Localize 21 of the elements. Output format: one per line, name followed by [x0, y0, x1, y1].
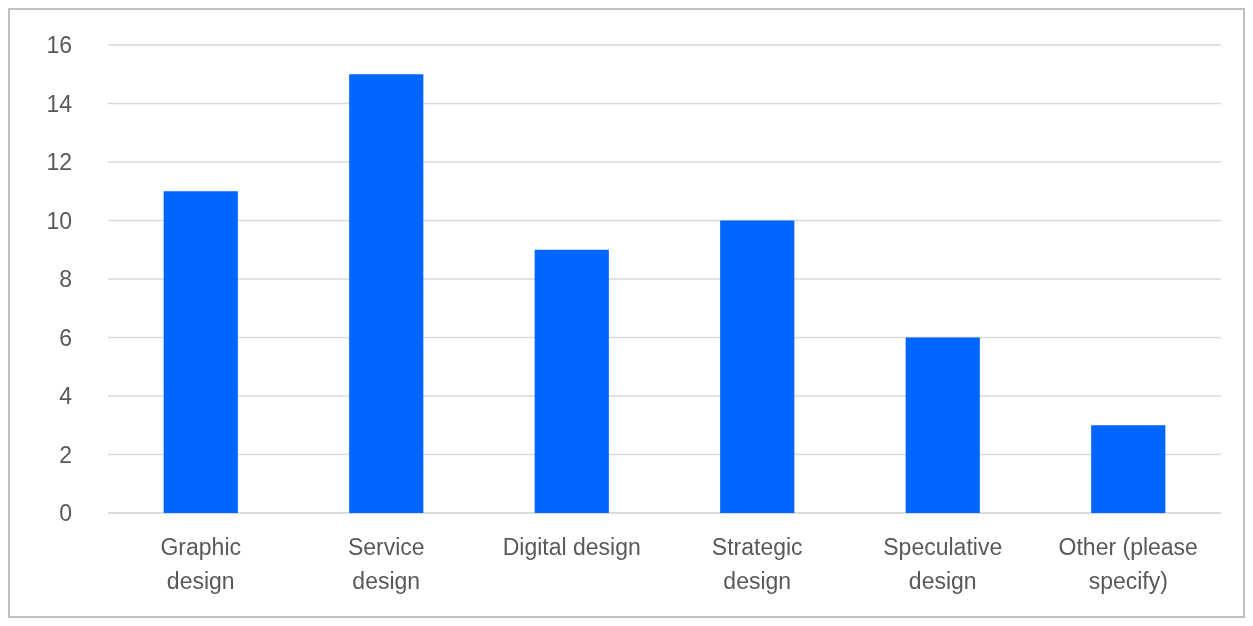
- x-tick-label: Speculative design: [883, 534, 1003, 594]
- y-tick-label: 6: [59, 324, 72, 351]
- y-tick-label: 14: [46, 90, 73, 117]
- bar: [1091, 425, 1166, 513]
- bar: [534, 249, 609, 513]
- x-tick-label: Graphic design: [160, 534, 242, 594]
- bar: [163, 191, 238, 513]
- bar: [349, 74, 424, 513]
- y-tick-label: 12: [46, 149, 72, 176]
- x-tick-label: Digital design: [502, 534, 641, 560]
- x-tick-label: Strategic design: [711, 534, 803, 594]
- bar: [905, 337, 980, 513]
- x-tick-label: Other (please specify): [1058, 534, 1198, 594]
- y-tick-label: 0: [59, 500, 72, 527]
- y-tick-label: 10: [46, 207, 72, 234]
- y-tick-label: 16: [46, 32, 72, 59]
- x-tick-label: Service design: [347, 534, 425, 594]
- y-tick-label: 2: [59, 441, 72, 468]
- y-tick-label: 8: [59, 266, 72, 293]
- bar: [720, 220, 795, 513]
- y-tick-label: 4: [59, 383, 73, 410]
